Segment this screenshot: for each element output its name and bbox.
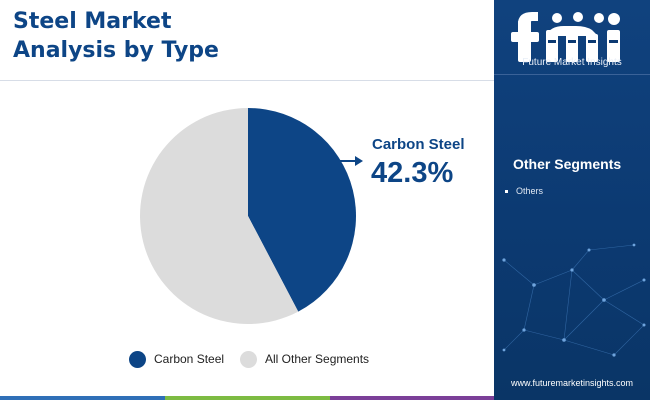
legend-label-carbon-steel: Carbon Steel — [154, 352, 225, 366]
logo-dot-icon — [573, 12, 583, 22]
sidebar-divider — [494, 74, 650, 75]
legend-swatch-all-other-segments — [240, 350, 257, 368]
chart-title: Steel Market Analysis by Type — [13, 7, 313, 65]
title-line-1: Steel Market — [13, 9, 172, 34]
brand-name: Future Market Insights — [522, 57, 622, 68]
callout-value: 42.3% — [371, 157, 454, 189]
logo-dot-icon — [552, 13, 562, 23]
legend-swatch-carbon-steel — [129, 350, 146, 368]
other-segments-list: Others — [505, 186, 543, 196]
pie-slices — [140, 108, 357, 324]
legend-item-all-other-segments: All Other Segments — [240, 350, 369, 368]
bottom-bar-purple — [330, 396, 494, 400]
sidebar-panel: Future Market Insights Other Segments Ot… — [494, 0, 650, 400]
bottom-bar-blue — [0, 396, 165, 400]
header-divider — [0, 80, 494, 81]
bullet-icon — [505, 189, 508, 193]
list-item: Others — [505, 186, 543, 196]
pie-chart — [140, 108, 363, 324]
title-line-2: Analysis by Type — [13, 38, 219, 63]
fmi-logo — [511, 12, 620, 62]
website-link[interactable]: www.futuremarketinsights.com — [510, 378, 634, 388]
other-segments-heading: Other Segments — [513, 156, 622, 172]
callout-label: Carbon Steel — [372, 136, 465, 153]
pie-slice-carbon-steel — [248, 108, 357, 312]
bottom-bar-green — [165, 396, 330, 400]
logo-dot-icon — [594, 13, 604, 23]
legend-label-all-other-segments: All Other Segments — [265, 352, 370, 366]
legend-item-carbon-steel: Carbon Steel — [129, 350, 224, 368]
logo-dot-icon — [608, 13, 620, 25]
network-graphic — [502, 243, 646, 357]
callout-arrow — [337, 156, 363, 166]
bottom-color-bar — [0, 396, 494, 400]
pie-slice-all-other-segments — [140, 108, 299, 324]
list-item-label: Others — [516, 186, 544, 196]
